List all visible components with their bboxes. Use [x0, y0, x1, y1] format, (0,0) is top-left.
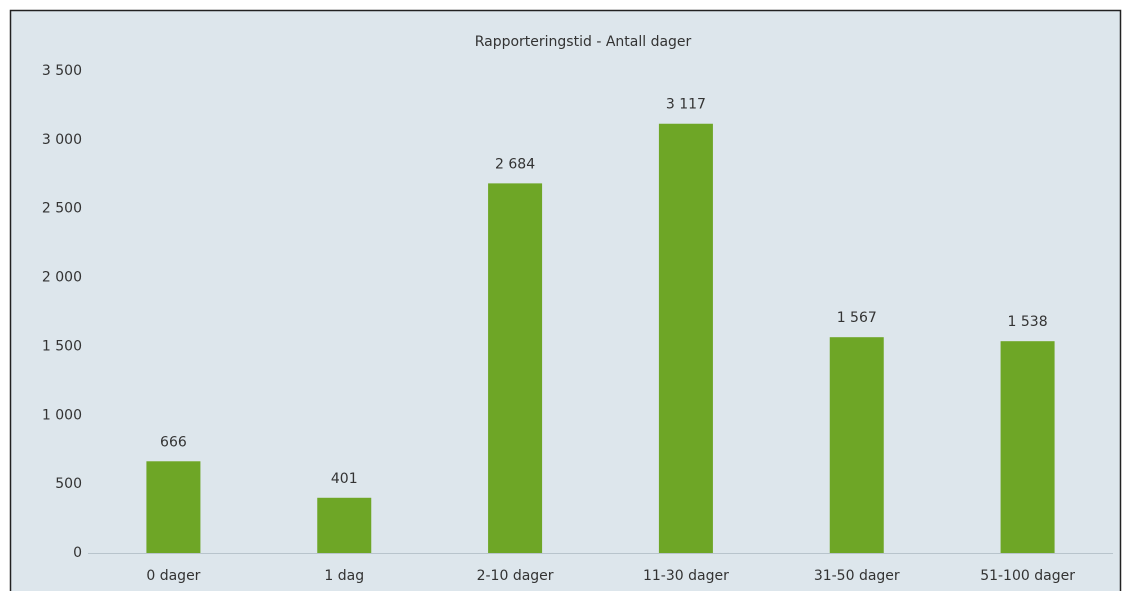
x-tick-label: 2-10 dager [477, 568, 554, 584]
y-tick-label: 2 000 [42, 270, 82, 286]
bar [1000, 341, 1055, 553]
y-tick-label: 1 500 [42, 338, 82, 354]
bar [146, 461, 201, 553]
bar [488, 183, 543, 553]
x-tick-label: 1 dag [324, 568, 364, 584]
value-label: 1 538 [1008, 314, 1048, 330]
value-label: 3 117 [666, 97, 706, 113]
value-label: 2 684 [495, 156, 535, 172]
y-tick-label: 3 500 [42, 63, 82, 79]
x-tick-label: 31-50 dager [814, 568, 900, 584]
bar [829, 337, 884, 553]
y-tick-label: 500 [55, 476, 82, 492]
y-tick-label: 1 000 [42, 407, 82, 423]
y-tick-label: 2 500 [42, 201, 82, 217]
x-tick-label: 51-100 dager [980, 568, 1075, 584]
bar [658, 123, 713, 553]
value-label: 666 [160, 434, 187, 450]
chart-title: Rapporteringstid - Antall dager [475, 34, 692, 50]
value-label: 1 567 [837, 310, 877, 326]
x-tick-label: 11-30 dager [643, 568, 729, 584]
value-label: 401 [331, 471, 358, 487]
x-tick-label: 0 dager [146, 568, 200, 584]
y-tick-label: 3 000 [42, 132, 82, 148]
bar [317, 497, 372, 553]
y-tick-label: 0 [73, 545, 82, 561]
